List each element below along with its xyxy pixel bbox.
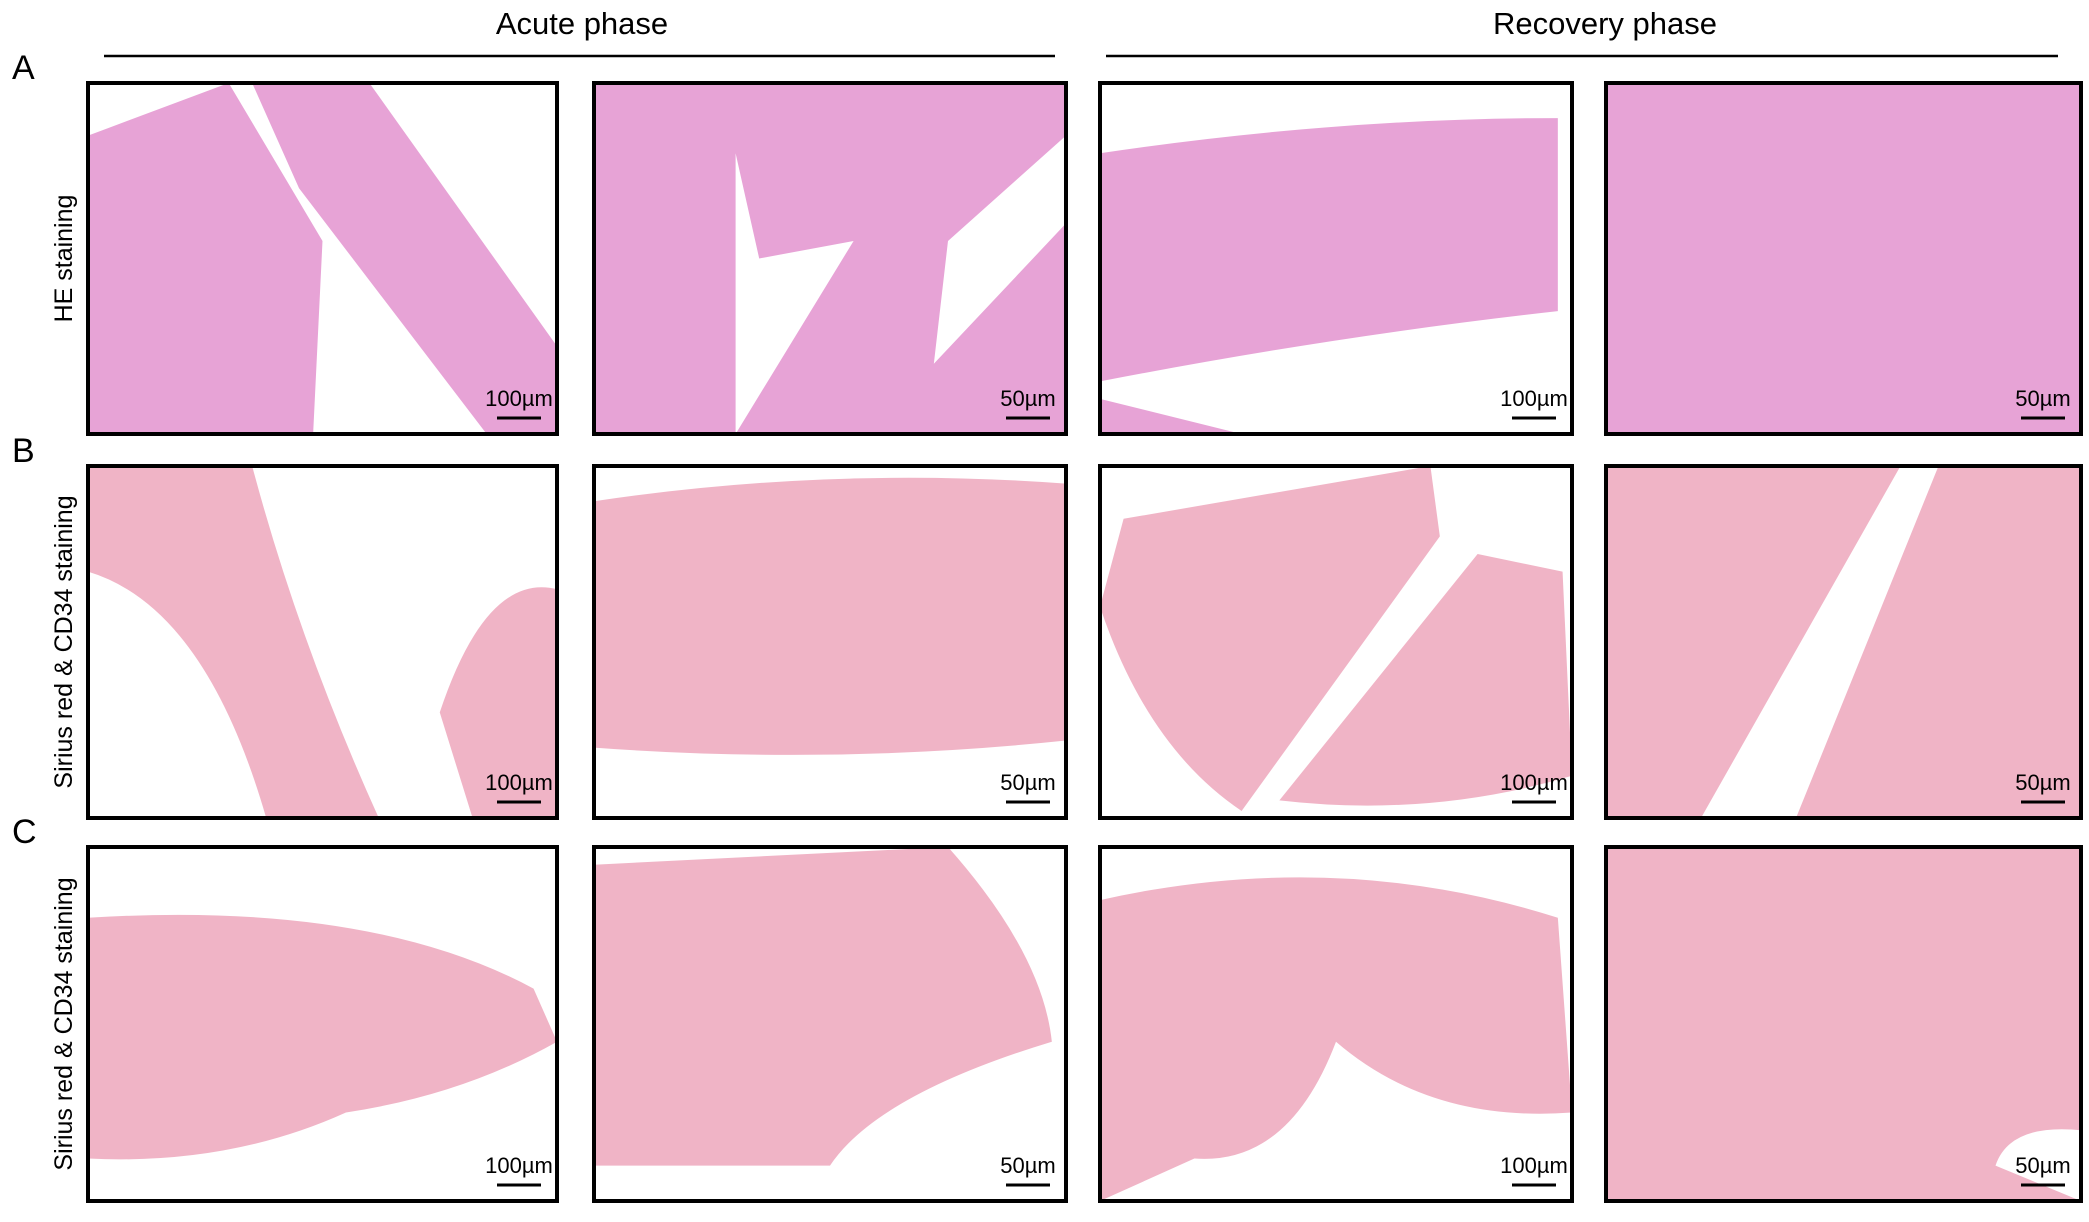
tissue — [1606, 466, 2081, 818]
column-header: Acute phase — [496, 6, 668, 41]
row-letter: B — [12, 432, 35, 470]
scale-label: 50µm — [1000, 386, 1055, 411]
tissue — [1606, 83, 2081, 434]
scale-label: 100µm — [1500, 386, 1568, 411]
micrograph-frame — [592, 81, 1068, 436]
scale-label: 50µm — [2015, 1153, 2070, 1178]
scale-label: 100µm — [485, 386, 553, 411]
micrograph-frame — [1098, 845, 1574, 1203]
micrograph-frame — [1098, 464, 1574, 820]
tissue — [88, 83, 557, 434]
scale-label: 100µm — [485, 770, 553, 795]
scale-label: 100µm — [485, 1153, 553, 1178]
tissue — [1606, 847, 2081, 1201]
scale-label: 50µm — [2015, 770, 2070, 795]
tissue — [88, 914, 557, 1160]
micrograph-frame — [86, 464, 559, 820]
micrograph-frame — [86, 81, 559, 436]
tissue — [594, 83, 1066, 434]
scale-label: 100µm — [1500, 770, 1568, 795]
column-header: Recovery phase — [1493, 6, 1717, 41]
row-stain: HE staining — [50, 195, 78, 323]
row-stain: Sirius red & CD34 staining — [50, 877, 78, 1170]
tissue — [594, 477, 1066, 755]
micrograph-frame — [86, 845, 559, 1203]
row-letter: A — [12, 49, 35, 87]
row-stain: Sirius red & CD34 staining — [50, 495, 78, 788]
tissue — [1100, 466, 1572, 811]
scale-label: 50µm — [2015, 386, 2070, 411]
micrograph-frame — [592, 464, 1068, 820]
row-letter: C — [12, 813, 37, 851]
tissue — [88, 466, 557, 818]
tissue — [1100, 118, 1558, 434]
tissue — [1100, 877, 1572, 1201]
tissue — [594, 847, 1052, 1166]
scale-label: 100µm — [1500, 1153, 1568, 1178]
micrograph-frame — [1604, 464, 2083, 820]
micrograph-frame — [1604, 845, 2083, 1203]
scale-label: 50µm — [1000, 770, 1055, 795]
micrograph-frame — [592, 845, 1068, 1203]
micrograph-frame — [1604, 81, 2083, 436]
scale-label: 50µm — [1000, 1153, 1055, 1178]
micrograph-frame — [1098, 81, 1574, 436]
